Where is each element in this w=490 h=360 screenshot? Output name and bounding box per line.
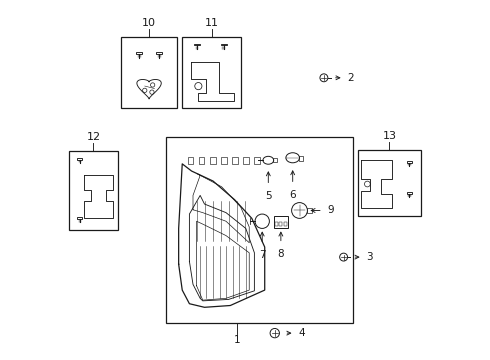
Bar xyxy=(199,157,204,163)
Bar xyxy=(77,158,82,159)
Text: 4: 4 xyxy=(298,328,305,338)
Bar xyxy=(77,217,82,219)
Bar xyxy=(275,222,278,226)
Text: 8: 8 xyxy=(277,249,284,259)
Bar xyxy=(299,156,303,161)
Bar xyxy=(136,52,142,54)
Bar xyxy=(254,157,260,163)
Text: 13: 13 xyxy=(382,131,396,140)
Bar xyxy=(279,222,282,226)
Bar xyxy=(307,208,312,213)
Text: 6: 6 xyxy=(290,190,296,200)
Bar xyxy=(156,52,162,54)
Bar xyxy=(274,216,288,228)
Bar xyxy=(407,161,412,163)
Bar xyxy=(232,157,238,163)
Bar xyxy=(221,44,226,45)
Text: 11: 11 xyxy=(205,18,219,28)
Text: 9: 9 xyxy=(327,206,334,216)
Bar xyxy=(284,222,287,226)
Bar xyxy=(122,37,177,108)
Bar xyxy=(273,158,276,162)
Text: 2: 2 xyxy=(347,73,354,83)
Bar xyxy=(210,157,216,163)
Bar xyxy=(166,137,353,323)
Text: 12: 12 xyxy=(86,132,100,142)
Bar xyxy=(182,37,242,108)
Text: 10: 10 xyxy=(142,18,156,28)
Text: 7: 7 xyxy=(259,250,266,260)
Bar xyxy=(194,44,200,45)
Bar xyxy=(358,149,421,216)
Bar xyxy=(69,151,118,230)
Bar xyxy=(221,157,227,163)
Text: 3: 3 xyxy=(366,252,373,262)
Bar xyxy=(407,192,412,194)
Text: 5: 5 xyxy=(265,191,271,201)
Bar xyxy=(243,157,249,163)
Bar xyxy=(188,157,194,163)
Text: 1: 1 xyxy=(234,334,240,345)
